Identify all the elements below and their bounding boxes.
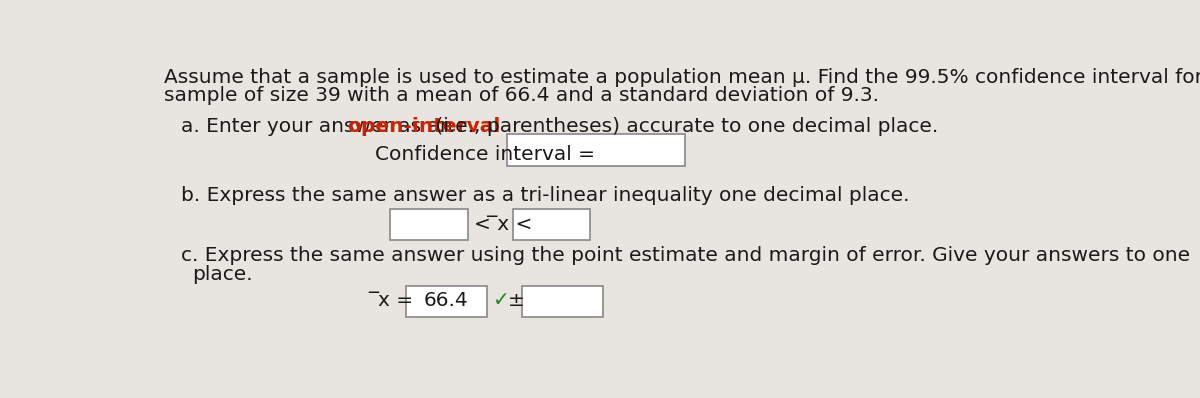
Text: place.: place. [193,265,253,284]
FancyBboxPatch shape [506,134,685,166]
FancyBboxPatch shape [522,287,604,317]
Text: < ̅x <: < ̅x < [474,215,533,234]
Text: open-interval: open-interval [347,117,500,136]
Text: sample of size 39 with a mean of 66.4 and a standard deviation of 9.3.: sample of size 39 with a mean of 66.4 an… [164,86,878,105]
FancyBboxPatch shape [406,287,487,317]
Text: ±: ± [508,291,524,310]
Text: c. Express the same answer using the point estimate and margin of error. Give yo: c. Express the same answer using the poi… [181,246,1190,265]
FancyBboxPatch shape [390,209,468,240]
Text: b. Express the same answer as a tri-linear inequality one decimal place.: b. Express the same answer as a tri-line… [181,186,910,205]
FancyBboxPatch shape [512,209,590,240]
Text: (i.e., parentheses) accurate to one decimal place.: (i.e., parentheses) accurate to one deci… [428,117,938,136]
Text: ̅x =: ̅x = [379,291,414,310]
Text: a. Enter your answer as an: a. Enter your answer as an [181,117,460,136]
Text: 66.4: 66.4 [424,291,468,310]
Text: Confidence interval =: Confidence interval = [374,145,595,164]
Text: ✓: ✓ [492,291,510,310]
Text: Assume that a sample is used to estimate a population mean μ. Find the 99.5% con: Assume that a sample is used to estimate… [164,68,1200,87]
